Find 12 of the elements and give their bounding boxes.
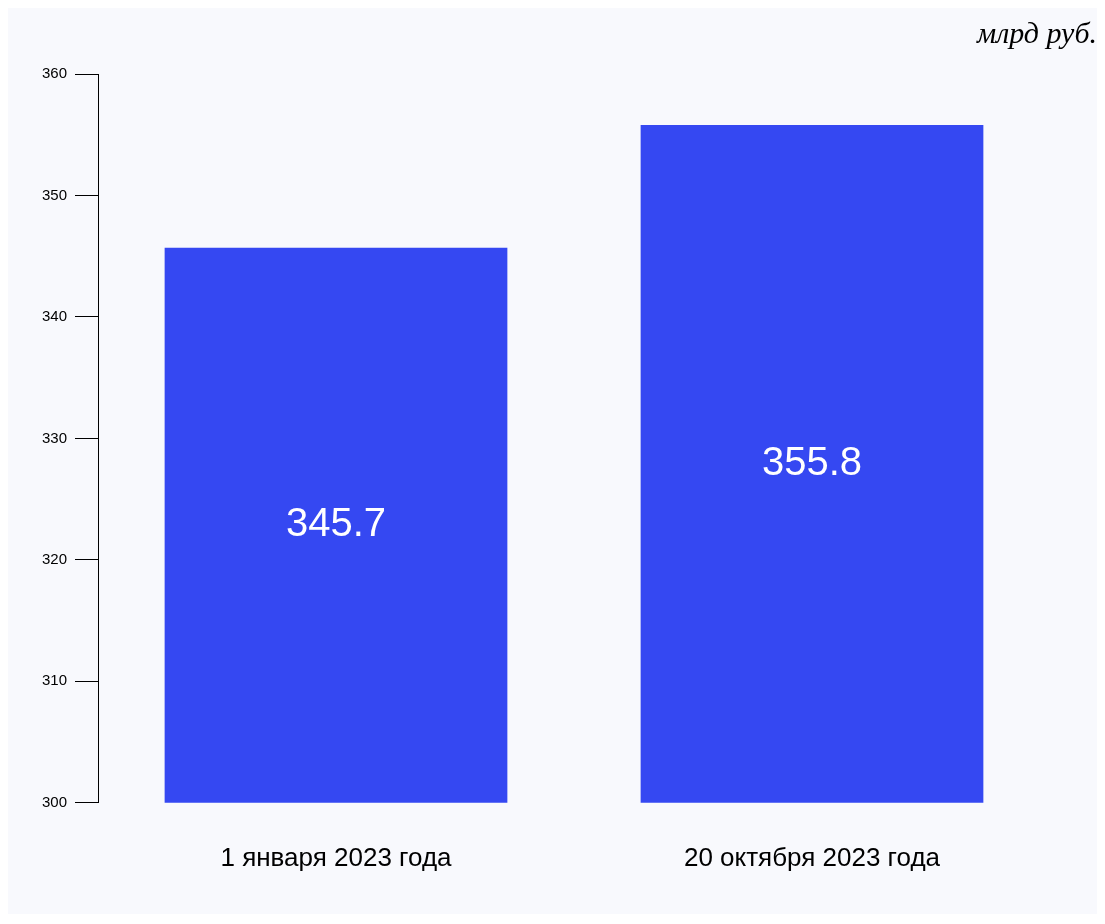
y-tick-label: 310 bbox=[41, 671, 67, 689]
y-tick-label: 340 bbox=[41, 307, 67, 325]
y-tick-label: 360 bbox=[41, 64, 67, 82]
x-tick-label: 20 октября 2023 года bbox=[683, 841, 941, 872]
y-tick-label: 320 bbox=[41, 550, 67, 568]
y-tick-label: 350 bbox=[41, 185, 67, 203]
y-tick-label: 300 bbox=[41, 792, 67, 810]
data-label: 355.8 bbox=[761, 438, 863, 483]
y-tick-label: 330 bbox=[41, 428, 67, 446]
y-axis-title: млрд руб. bbox=[976, 16, 1097, 50]
x-tick-label: 1 января 2023 года bbox=[220, 841, 453, 872]
data-label: 345.7 bbox=[285, 500, 387, 545]
